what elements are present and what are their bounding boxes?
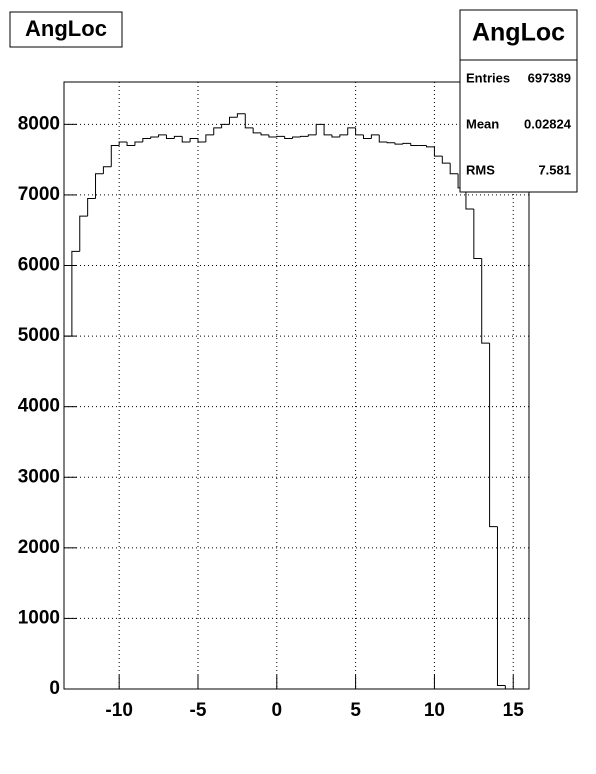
y-tick-label: 1000 <box>18 607 60 628</box>
histogram-bin <box>229 116 238 125</box>
histogram-bin <box>284 136 293 139</box>
histogram-bin <box>205 134 214 142</box>
histogram-bin <box>95 173 104 199</box>
histogram-bin <box>165 134 175 139</box>
stats-value: 0.02824 <box>524 116 572 131</box>
stats-value: 7.581 <box>538 162 571 177</box>
y-tick-label: 2000 <box>18 537 60 558</box>
histogram-bin <box>221 123 230 128</box>
histogram-bin <box>473 209 482 259</box>
histogram-bin <box>496 526 506 686</box>
histogram-bin <box>402 142 411 145</box>
histogram-bin <box>394 142 403 145</box>
histogram-bin <box>236 113 246 118</box>
histogram-bin <box>426 145 435 148</box>
y-tick-label: 0 <box>49 678 60 699</box>
stats-label: Entries <box>466 70 510 85</box>
histogram-bin <box>189 137 198 142</box>
histogram-bin <box>465 187 474 210</box>
histogram-bin <box>158 134 167 138</box>
histogram-bin <box>315 123 325 135</box>
histogram-bin <box>449 163 459 175</box>
histogram-bin <box>150 136 159 139</box>
y-tick-label: 8000 <box>18 113 60 134</box>
histogram-bin <box>197 138 206 143</box>
histogram-bin <box>292 136 301 139</box>
histogram-bin <box>134 141 143 146</box>
y-tick-label: 7000 <box>18 184 60 205</box>
histogram-bin <box>386 141 396 144</box>
histogram-bin <box>347 127 356 135</box>
histogram-bin <box>79 215 88 252</box>
histogram-bin <box>260 132 269 136</box>
histogram-bin <box>370 134 380 139</box>
x-tick-label: 10 <box>424 700 445 721</box>
histogram-bin <box>244 113 254 129</box>
plot-frame <box>63 81 530 690</box>
histogram-bin <box>339 134 348 138</box>
histogram-bin <box>276 135 285 138</box>
histogram-bin <box>102 166 112 174</box>
x-tick-label: 5 <box>350 700 361 721</box>
histogram-bin <box>441 156 451 164</box>
histogram-bin <box>118 141 128 146</box>
x-tick-label: -5 <box>190 700 207 721</box>
x-tick-label: 0 <box>272 700 283 721</box>
histogram-bin <box>362 134 372 139</box>
histogram-bin <box>481 258 490 344</box>
histogram-bin <box>307 134 317 137</box>
histogram-bin <box>355 127 364 136</box>
stats-title: AngLoc <box>472 19 565 47</box>
histogram-bin <box>110 145 120 167</box>
title-box <box>9 11 123 48</box>
stats-box <box>459 9 578 193</box>
histogram-bin <box>299 135 309 138</box>
stats-label: RMS <box>466 162 495 177</box>
x-tick-label: 15 <box>503 700 525 721</box>
histogram-bin <box>323 124 332 136</box>
histogram-bin <box>378 134 388 143</box>
histogram-bin <box>268 134 277 138</box>
histogram-bin <box>252 127 262 134</box>
histogram-bin <box>63 335 72 689</box>
histogram-bin <box>173 135 183 139</box>
histogram-bin <box>410 143 419 147</box>
histogram-bin <box>142 137 151 142</box>
histogram-bin <box>181 136 191 143</box>
histogram-bin <box>87 197 96 217</box>
stats-label: Mean <box>466 116 499 131</box>
histogram-bin <box>331 134 340 138</box>
y-tick-label: 5000 <box>18 325 60 346</box>
y-tick-label: 3000 <box>18 466 60 487</box>
x-tick-label: -10 <box>105 700 132 721</box>
histogram-bin <box>126 141 135 147</box>
y-tick-label: 6000 <box>18 255 60 276</box>
y-tick-label: 4000 <box>18 396 60 417</box>
histogram-bin <box>213 127 222 135</box>
histogram-bin <box>504 685 514 690</box>
histogram-bin <box>433 146 443 157</box>
chart-title: AngLoc <box>25 16 107 41</box>
histogram-bin <box>71 250 80 337</box>
histogram-bin <box>489 343 498 528</box>
stats-value: 697389 <box>528 70 571 85</box>
